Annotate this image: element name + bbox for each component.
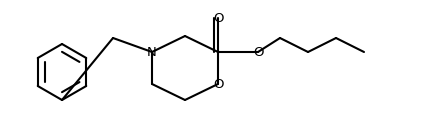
Text: O: O	[213, 77, 223, 90]
Text: N: N	[147, 46, 157, 59]
Text: O: O	[213, 12, 223, 25]
Text: O: O	[253, 46, 263, 59]
